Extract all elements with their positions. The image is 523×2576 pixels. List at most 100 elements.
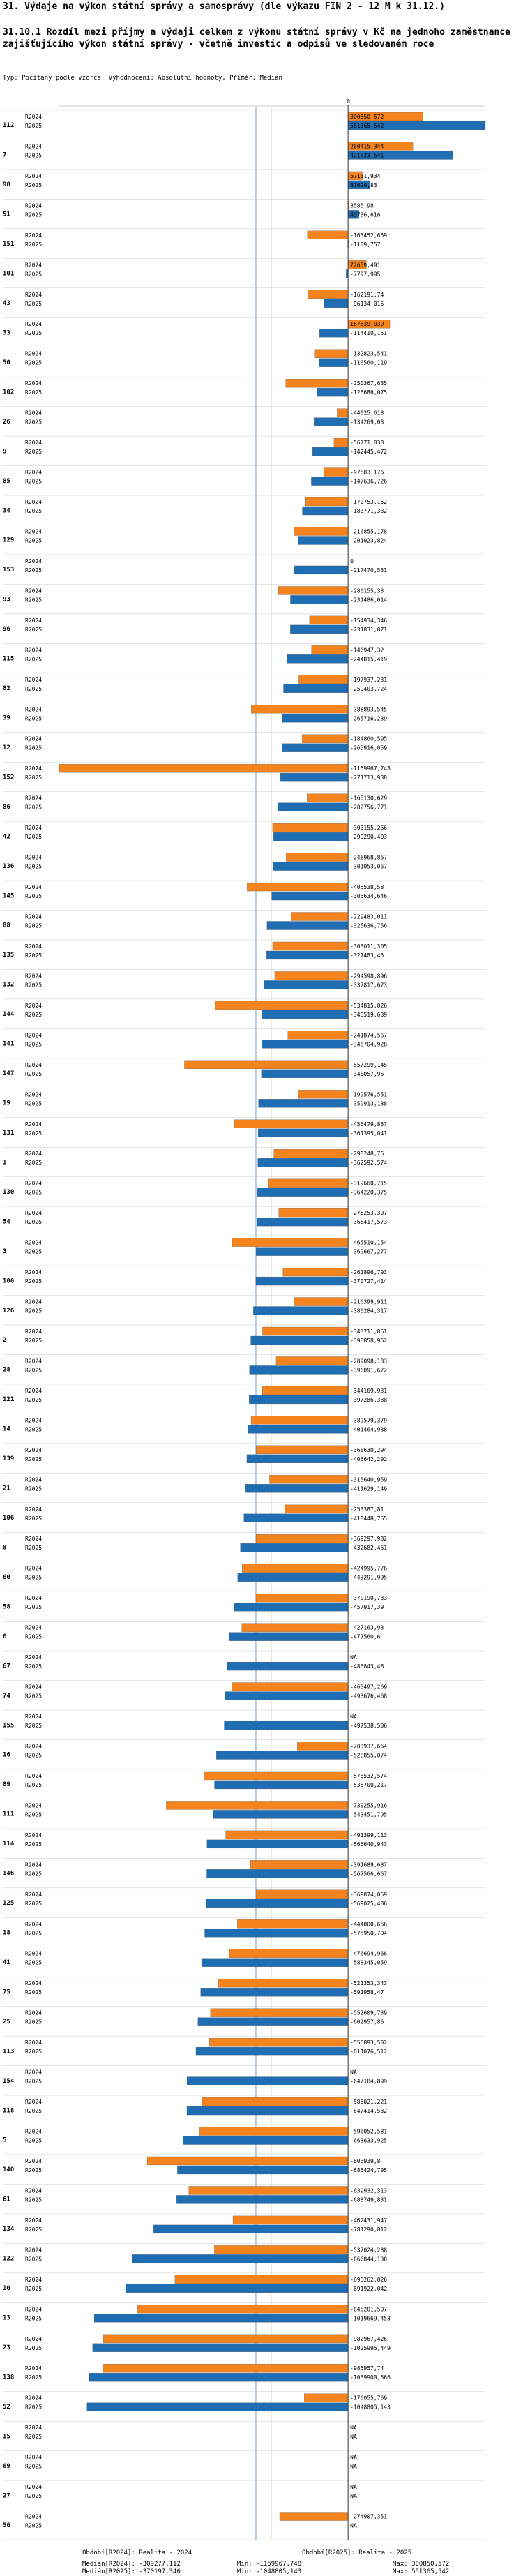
value-label: -370727,414 bbox=[350, 1278, 387, 1285]
page-title: 31. Výdaje na výkon státní správy a samo… bbox=[3, 1, 445, 12]
series-label-2025: R2025 bbox=[25, 1811, 42, 1818]
series-label-2024: R2024 bbox=[25, 380, 42, 387]
value-label: -344109,931 bbox=[350, 1388, 387, 1394]
series-label-2024: R2024 bbox=[25, 1210, 42, 1216]
bar-2025 bbox=[290, 595, 349, 604]
row-id-label: 151 bbox=[3, 241, 14, 248]
value-label: -231486,014 bbox=[350, 597, 387, 603]
bar-2025 bbox=[253, 1306, 349, 1315]
bar-2024 bbox=[210, 2008, 349, 2017]
min-2024: Min: -1159967,748 bbox=[237, 2561, 302, 2568]
series-label-2025: R2025 bbox=[25, 2404, 42, 2411]
row-id-label: 144 bbox=[3, 1011, 15, 1018]
bar-2024 bbox=[102, 2364, 349, 2373]
series-label-2025: R2025 bbox=[25, 2345, 42, 2351]
row-id-label: 96 bbox=[3, 626, 10, 633]
bar-2024 bbox=[275, 1356, 349, 1365]
bar-2024 bbox=[232, 1682, 349, 1691]
value-label: -443291,995 bbox=[350, 1575, 387, 1581]
bar-2024 bbox=[255, 1889, 349, 1899]
value-label: -806939,8 bbox=[350, 2158, 381, 2164]
series-label-2025: R2025 bbox=[25, 1693, 42, 1700]
bar-2024 bbox=[308, 290, 349, 299]
bar-2025 bbox=[229, 1632, 349, 1641]
value-label: -278253,307 bbox=[350, 1210, 387, 1216]
row-id-label: 12 bbox=[3, 744, 10, 751]
value-label: -647414,532 bbox=[350, 2108, 387, 2114]
bar-2025 bbox=[204, 1929, 349, 1938]
row-id-label: 3 bbox=[3, 1248, 6, 1255]
series-label-2024: R2024 bbox=[25, 2514, 42, 2520]
value-label: -591958,47 bbox=[350, 1989, 384, 1995]
value-label: -343711,861 bbox=[350, 1328, 387, 1335]
value-label: -241874,567 bbox=[350, 1032, 387, 1038]
series-label-2024: R2024 bbox=[25, 440, 42, 446]
series-label-2024: R2024 bbox=[25, 2129, 42, 2135]
value-label: -315640,959 bbox=[350, 1476, 387, 1483]
bar-2025 bbox=[197, 2017, 349, 2026]
value-label: -586021,221 bbox=[350, 2099, 387, 2105]
bar-2024 bbox=[305, 497, 349, 507]
value-label: -1109,757 bbox=[350, 241, 381, 248]
bar-2024 bbox=[298, 675, 349, 684]
series-label-2025: R2025 bbox=[25, 804, 42, 811]
series-label-2025: R2025 bbox=[25, 1338, 42, 1344]
bar-2025 bbox=[258, 1099, 349, 1108]
bar-2025 bbox=[282, 714, 349, 723]
value-label: -543451,795 bbox=[350, 1811, 387, 1818]
row-id-label: 131 bbox=[3, 1130, 14, 1137]
bar-2024 bbox=[209, 2037, 349, 2047]
value-label: 421523,541 bbox=[350, 152, 384, 158]
bar-2025 bbox=[256, 1247, 349, 1256]
value-label: -411629,149 bbox=[350, 1485, 387, 1492]
value-label: -462431,947 bbox=[350, 2217, 387, 2224]
bar-2024 bbox=[234, 1119, 349, 1128]
series-label-2024: R2024 bbox=[25, 2069, 42, 2076]
series-label-2025: R2025 bbox=[25, 1989, 42, 1995]
series-label-2024: R2024 bbox=[25, 1358, 42, 1364]
value-label: -303011,305 bbox=[350, 943, 387, 950]
row-id-label: 26 bbox=[3, 419, 10, 426]
series-label-2024: R2024 bbox=[25, 943, 42, 950]
row-id-label: 141 bbox=[3, 1041, 14, 1048]
row-id-label: 129 bbox=[3, 537, 14, 544]
value-label: 43736,616 bbox=[350, 211, 381, 218]
value-label: -596052,581 bbox=[350, 2129, 387, 2135]
row-id-label: 112 bbox=[3, 122, 14, 129]
series-label-2024: R2024 bbox=[25, 2277, 42, 2283]
series-label-2025: R2025 bbox=[25, 1397, 42, 1403]
value-label: 260415,344 bbox=[350, 143, 384, 149]
value-label: -44025,618 bbox=[350, 410, 384, 417]
bar-2024 bbox=[137, 2305, 349, 2314]
series-label-2024: R2024 bbox=[25, 1062, 42, 1068]
row-id-label: 125 bbox=[3, 1900, 14, 1907]
series-label-2025: R2025 bbox=[25, 1100, 42, 1107]
series-label-2025: R2025 bbox=[25, 2493, 42, 2499]
value-label: -362592,574 bbox=[350, 1160, 387, 1166]
series-label-2025: R2025 bbox=[25, 2315, 42, 2321]
row-id-label: 88 bbox=[3, 922, 10, 929]
value-label: 87690,83 bbox=[350, 182, 377, 188]
series-label-2025: R2025 bbox=[25, 211, 42, 218]
bar-2025 bbox=[261, 1069, 349, 1078]
series-label-2025: R2025 bbox=[25, 1249, 42, 1255]
bar-2024 bbox=[199, 2127, 349, 2136]
series-label-2025: R2025 bbox=[25, 1871, 42, 1877]
bar-2025 bbox=[227, 1661, 349, 1671]
bar-2024 bbox=[255, 1594, 349, 1603]
value-label: -370190,733 bbox=[350, 1595, 387, 1601]
series-label-2024: R2024 bbox=[25, 1832, 42, 1839]
bar-2024 bbox=[272, 941, 349, 951]
series-label-2024: R2024 bbox=[25, 1447, 42, 1453]
row-id-label: 130 bbox=[3, 1189, 14, 1196]
bar-2024 bbox=[311, 645, 349, 654]
series-label-2025: R2025 bbox=[25, 864, 42, 870]
series-label-2025: R2025 bbox=[25, 1367, 42, 1373]
bar-2025 bbox=[319, 358, 349, 367]
bar-2024 bbox=[232, 2215, 349, 2225]
bar-2025 bbox=[264, 980, 349, 989]
bar-2024 bbox=[262, 1386, 349, 1395]
bar-2025 bbox=[249, 1365, 349, 1375]
series-label-2024: R2024 bbox=[25, 321, 42, 327]
bar-2025 bbox=[262, 1040, 349, 1049]
